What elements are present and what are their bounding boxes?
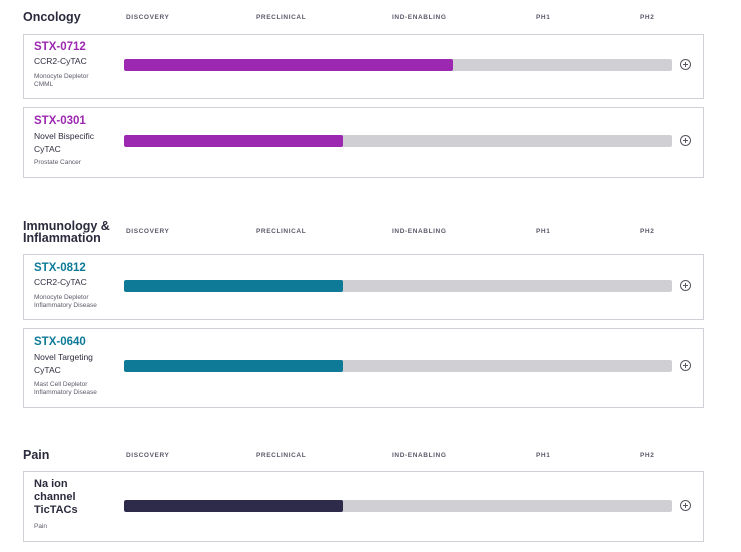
expand-plus-icon[interactable] [680,280,691,291]
section-title: Immunology & [23,219,110,233]
stage-discovery: DISCOVERY [126,228,170,235]
stage-ph1: PH1 [536,14,551,21]
progress-fill [124,59,453,71]
program-indication: Monocyte Depletor [34,73,89,80]
stage-ind-enabling: IND-ENABLING [392,452,447,459]
program-indication: CMML [34,81,54,88]
program-indication: Inflammatory Disease [34,302,97,309]
stage-ind-enabling: IND-ENABLING [392,228,447,235]
program-card[interactable]: Na ion channel TicTACs Pain [23,471,704,542]
section-title: Inflammation [23,231,101,245]
progress-track [124,59,672,71]
expand-plus-icon[interactable] [680,135,691,146]
program-name: TicTACs [34,504,78,516]
progress-track [124,500,672,512]
progress-fill [124,135,344,147]
progress-track [124,280,672,292]
program-card[interactable]: STX-0640 Novel Targeting CyTAC Mast Cell… [23,328,704,408]
stage-ph2: PH2 [640,14,655,21]
program-name: Novel Targeting [34,352,93,362]
program-name: Novel Bispecific [34,131,94,141]
program-card[interactable]: STX-0812 CCR2-CyTAC Monocyte Depletor In… [23,254,704,320]
stage-preclinical: PRECLINICAL [256,14,307,21]
section-title: Oncology [23,10,81,24]
stage-discovery: DISCOVERY [126,14,170,21]
progress-fill [124,360,344,372]
expand-plus-icon[interactable] [680,360,691,371]
program-name: CCR2-CyTAC [34,277,87,287]
program-name: CCR2-CyTAC [34,56,87,66]
program-card[interactable]: STX-0712 CCR2-CyTAC Monocyte Depletor CM… [23,34,704,99]
program-name: CyTAC [34,144,61,154]
stage-preclinical: PRECLINICAL [256,452,307,459]
stage-discovery: DISCOVERY [126,452,170,459]
progress-track [124,135,672,147]
program-name: Na ion [34,478,68,490]
program-indication: Inflammatory Disease [34,389,97,396]
program-code: STX-0301 [34,115,86,127]
program-indication: Prostate Cancer [34,159,81,166]
stage-ph2: PH2 [640,452,655,459]
progress-fill [124,280,344,292]
progress-track [124,360,672,372]
program-code: STX-0712 [34,41,86,53]
expand-plus-icon[interactable] [680,500,691,511]
section-title: Pain [23,448,50,462]
program-code: STX-0812 [34,262,86,274]
progress-fill [124,500,344,512]
program-indication: Pain [34,523,48,530]
stage-ph1: PH1 [536,452,551,459]
program-code: STX-0640 [34,336,86,348]
program-indication: Monocyte Depletor [34,294,89,301]
stage-ph1: PH1 [536,228,551,235]
program-name: CyTAC [34,365,61,375]
stage-ind-enabling: IND-ENABLING [392,14,447,21]
stage-ph2: PH2 [640,228,655,235]
expand-plus-icon[interactable] [680,59,691,70]
program-name: channel [34,491,76,503]
program-card[interactable]: STX-0301 Novel Bispecific CyTAC Prostate… [23,107,704,178]
program-indication: Mast Cell Depletor [34,381,88,388]
stage-preclinical: PRECLINICAL [256,228,307,235]
